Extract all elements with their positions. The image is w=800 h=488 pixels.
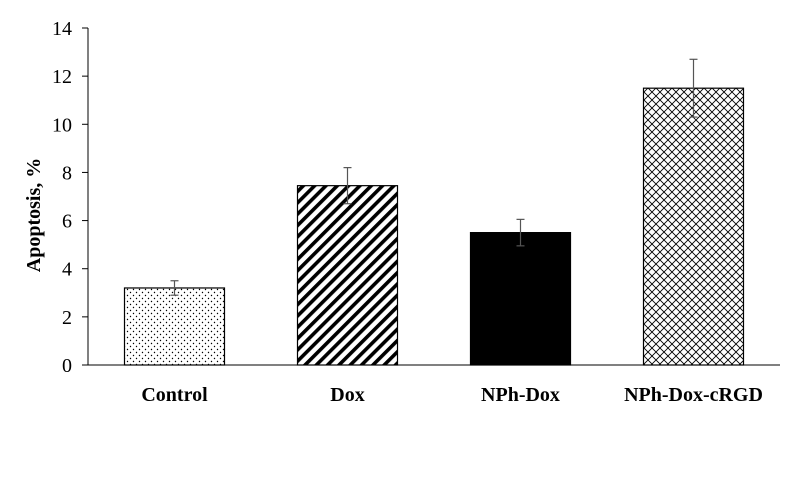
bar-dox bbox=[296, 185, 399, 366]
y-tick-label: 0 bbox=[62, 355, 72, 377]
plot-area bbox=[123, 58, 745, 366]
y-tick-label: 10 bbox=[52, 114, 72, 136]
y-tick-label: 12 bbox=[52, 66, 72, 88]
x-tick-label: NPh-Dox bbox=[481, 384, 560, 406]
bar-nph-dox-crgd bbox=[642, 87, 745, 366]
error-bar bbox=[516, 218, 525, 247]
x-tick-label: Dox bbox=[330, 384, 364, 406]
y-axis: 0 2 4 6 8 10 12 14 bbox=[52, 18, 89, 377]
y-tick-label: 14 bbox=[52, 18, 72, 40]
x-axis: Control Dox NPh-Dox NPh-Dox-cRGD bbox=[88, 364, 780, 406]
error-bar bbox=[689, 58, 698, 118]
x-tick-label: Control bbox=[141, 384, 208, 406]
y-tick-label: 2 bbox=[62, 307, 72, 329]
y-axis-title: Apoptosis, % bbox=[23, 158, 45, 272]
x-tick-label: NPh-Dox-cRGD bbox=[624, 384, 763, 406]
error-bar bbox=[170, 280, 179, 296]
y-tick-label: 4 bbox=[62, 259, 72, 281]
y-tick-label: 6 bbox=[62, 211, 72, 233]
error-bar bbox=[343, 167, 352, 205]
y-tick-label: 8 bbox=[62, 162, 72, 184]
bar-nph-dox bbox=[469, 232, 572, 366]
bar-control bbox=[123, 287, 226, 366]
